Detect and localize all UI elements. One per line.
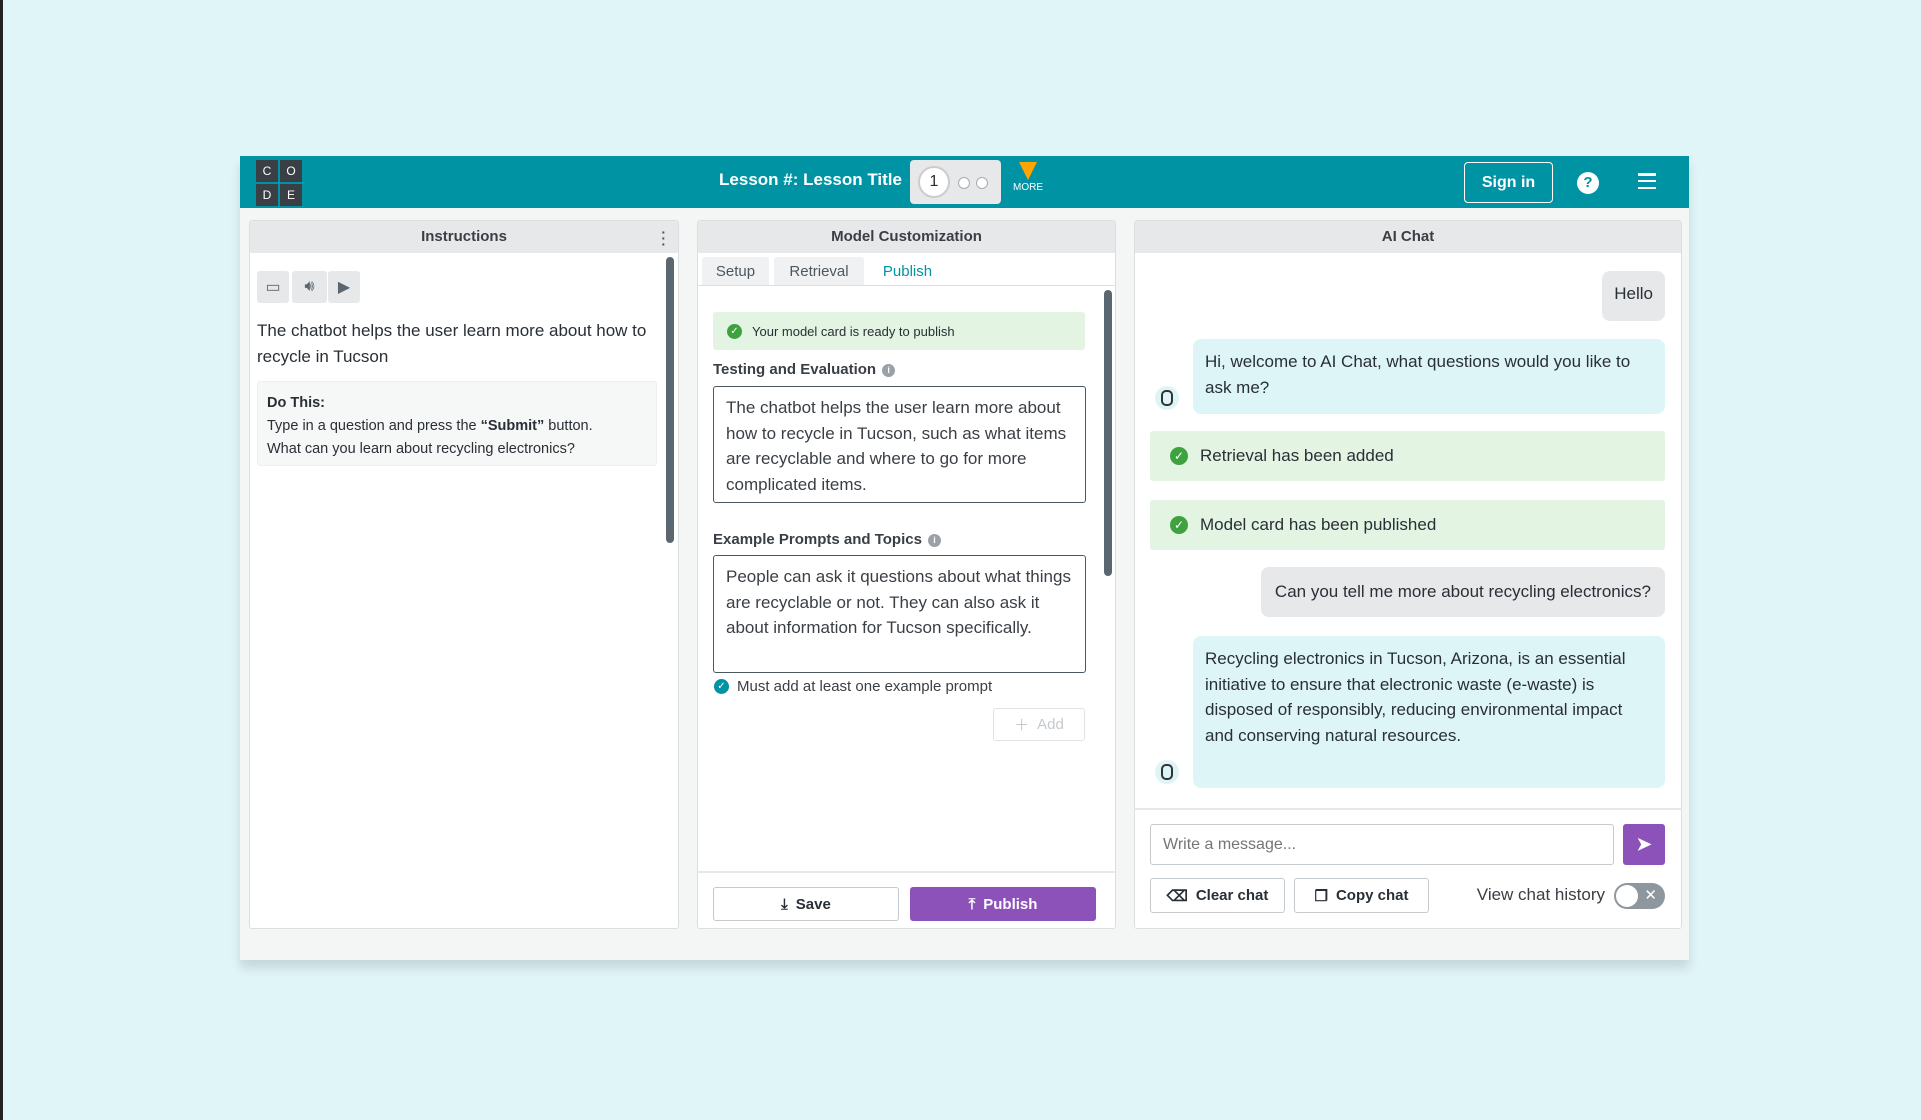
user-message: Can you tell me more about recycling ele… bbox=[1260, 567, 1665, 617]
label-text: Testing and Evaluation bbox=[713, 361, 877, 378]
speaker-icon[interactable]: 🔊︎ bbox=[292, 271, 327, 303]
testing-evaluation-textarea[interactable]: The chatbot helps the user learn more ab… bbox=[713, 386, 1086, 503]
bot-avatar-icon bbox=[1155, 760, 1179, 784]
text: button. bbox=[544, 418, 593, 434]
status-text: Retrieval has been added bbox=[1200, 446, 1394, 465]
tab-setup[interactable]: Setup bbox=[702, 257, 769, 286]
chat-header: AI Chat bbox=[1135, 221, 1681, 253]
model-header: Model Customization bbox=[698, 221, 1115, 253]
instructions-panel: Instructions · · · bbox=[249, 220, 679, 929]
publish-label: Publish bbox=[983, 895, 1038, 913]
copy-label: Copy chat bbox=[1335, 887, 1409, 904]
clear-chat-button[interactable]: ⌫ Clear chat bbox=[1150, 878, 1285, 913]
check-circle-icon: ✓ bbox=[1170, 516, 1188, 534]
check-circle-icon: ✓ bbox=[714, 679, 729, 694]
ready-banner: ✓ Your model card is ready to publish bbox=[713, 312, 1085, 350]
more-triangle-icon bbox=[1019, 162, 1037, 180]
instructions-text: The chatbot helps the user learn more ab… bbox=[257, 321, 647, 366]
testing-label: Testing and Evaluation i bbox=[713, 361, 896, 378]
copy-icon: ❐ bbox=[1314, 887, 1328, 905]
tab-retrieval[interactable]: Retrieval bbox=[774, 257, 864, 286]
sign-in-button[interactable]: Sign in bbox=[1464, 162, 1553, 203]
tab-publish[interactable]: Publish bbox=[868, 257, 947, 286]
upload-icon: ⤒ bbox=[968, 895, 976, 913]
level-1-bubble[interactable]: 1 bbox=[918, 166, 950, 198]
tab-divider bbox=[698, 285, 1115, 286]
text: Type in a question and press the bbox=[267, 418, 481, 434]
logo-letter: O bbox=[280, 160, 302, 182]
level-3-bubble[interactable] bbox=[976, 177, 988, 189]
help-icon[interactable]: ? bbox=[1577, 172, 1599, 194]
send-button[interactable]: ➤ bbox=[1623, 824, 1665, 865]
do-this-line2: What can you learn about recycling elect… bbox=[267, 441, 575, 457]
message-input[interactable] bbox=[1150, 824, 1614, 865]
ready-text: Your model card is ready to publish bbox=[752, 323, 955, 339]
chat-divider bbox=[1135, 808, 1681, 810]
toggle-knob bbox=[1616, 885, 1638, 907]
eraser-icon: ⌫ bbox=[1166, 887, 1188, 905]
status-message: ✓ Model card has been published bbox=[1150, 500, 1665, 550]
instructions-scrollbar[interactable] bbox=[666, 257, 674, 543]
lesson-title: Lesson #: Lesson Title bbox=[719, 170, 902, 189]
do-this-box: Do This: Type in a question and press th… bbox=[257, 381, 657, 466]
logo-letter: D bbox=[256, 184, 278, 206]
example-prompts-textarea[interactable]: People can ask it questions about what t… bbox=[713, 555, 1086, 673]
immersive-reader-icon[interactable]: ▭ bbox=[257, 271, 289, 303]
bot-message: Hi, welcome to AI Chat, what questions w… bbox=[1193, 339, 1665, 414]
logo-letter: C bbox=[256, 160, 278, 182]
requirement-item: ✓ Must add at least one example prompt bbox=[714, 678, 992, 695]
submit-emphasis: “Submit” bbox=[480, 418, 545, 434]
view-history-label: View chat history bbox=[1476, 885, 1605, 904]
save-label: Save bbox=[795, 895, 831, 913]
status-message: ✓ Retrieval has been added bbox=[1150, 431, 1665, 481]
level-2-bubble[interactable] bbox=[958, 177, 970, 189]
progress-bubbles: 1 bbox=[910, 160, 1001, 204]
hamburger-menu-icon[interactable] bbox=[1638, 173, 1656, 189]
play-icon[interactable]: ▶ bbox=[328, 271, 360, 303]
plus-icon: ＋ bbox=[1014, 717, 1030, 734]
more-label: MORE bbox=[1013, 182, 1043, 193]
prompts-label: Example Prompts and Topics i bbox=[713, 531, 941, 548]
publish-button[interactable]: ⤒ Publish bbox=[910, 887, 1096, 921]
view-history-toggle[interactable]: ✕ bbox=[1614, 883, 1665, 909]
add-label: Add bbox=[1037, 716, 1064, 733]
screen-edge bbox=[0, 0, 3, 1120]
requirement-text: Must add at least one example prompt bbox=[737, 678, 993, 695]
check-circle-icon: ✓ bbox=[1170, 447, 1188, 465]
do-this-title: Do This: bbox=[267, 395, 325, 411]
paper-plane-icon: ➤ bbox=[1636, 834, 1652, 854]
bot-avatar-icon bbox=[1155, 386, 1179, 410]
x-icon: ✕ bbox=[1644, 887, 1657, 904]
info-icon[interactable]: i bbox=[882, 364, 896, 377]
user-message: Hello bbox=[1602, 271, 1665, 321]
logo-letter: E bbox=[280, 184, 302, 206]
kebab-menu-icon[interactable]: · · · bbox=[661, 224, 666, 252]
clear-label: Clear chat bbox=[1195, 887, 1269, 904]
info-icon[interactable]: i bbox=[927, 534, 941, 547]
do-this-line1: Type in a question and press the “Submit… bbox=[267, 415, 647, 438]
check-circle-icon: ✓ bbox=[727, 323, 742, 339]
more-button[interactable]: MORE bbox=[1010, 162, 1046, 193]
add-prompt-button[interactable]: ＋ Add bbox=[993, 708, 1085, 741]
status-text: Model card has been published bbox=[1200, 515, 1437, 534]
instructions-header: Instructions bbox=[250, 221, 678, 253]
model-scrollbar[interactable] bbox=[1104, 290, 1112, 576]
download-icon: ⤓ bbox=[781, 895, 788, 913]
save-button[interactable]: ⤓ Save bbox=[713, 887, 899, 921]
copy-chat-button[interactable]: ❐ Copy chat bbox=[1294, 878, 1429, 913]
bot-message: Recycling electronics in Tucson, Arizona… bbox=[1193, 636, 1665, 788]
label-text: Example Prompts and Topics bbox=[713, 531, 922, 548]
footer-divider bbox=[698, 871, 1115, 873]
